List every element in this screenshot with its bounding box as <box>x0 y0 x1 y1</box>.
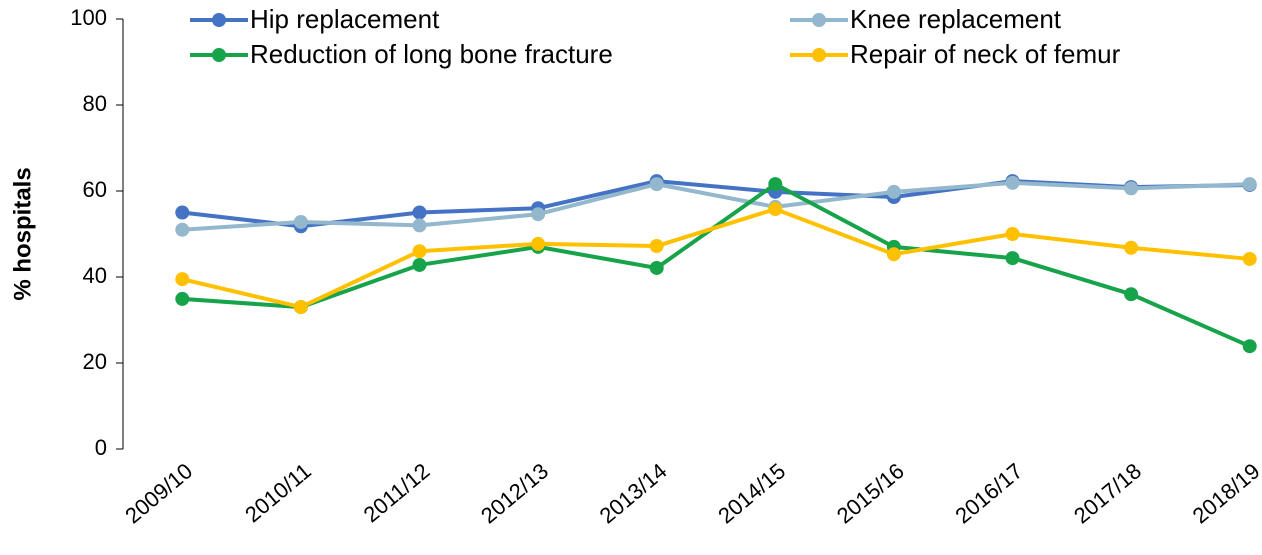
point <box>768 202 783 217</box>
y-tick-label: 40 <box>83 263 107 288</box>
series-line <box>182 182 1251 349</box>
point <box>412 205 427 220</box>
legend-label: Reduction of long bone fracture <box>250 39 613 69</box>
y-tick-label: 0 <box>95 435 107 460</box>
point <box>175 291 190 306</box>
legend-marker <box>812 48 826 62</box>
legend-marker <box>812 13 826 27</box>
x-tick-label: 2013/14 <box>595 458 672 528</box>
point <box>1242 251 1257 266</box>
point <box>531 236 546 251</box>
point <box>1124 181 1139 196</box>
y-tick-label: 80 <box>83 91 107 116</box>
point <box>1005 175 1020 190</box>
legend-label: Repair of neck of femur <box>850 39 1121 69</box>
point <box>412 257 427 272</box>
x-tick-label: 2009/10 <box>120 458 197 528</box>
point <box>649 260 664 275</box>
point <box>531 207 546 222</box>
point <box>768 177 783 192</box>
x-tick-label: 2016/17 <box>950 458 1027 528</box>
y-tick-label: 60 <box>83 177 107 202</box>
point <box>175 222 190 237</box>
legend-marker <box>212 48 226 62</box>
x-tick-label: 2015/16 <box>832 458 909 528</box>
point <box>175 272 190 287</box>
point <box>293 214 308 229</box>
y-axis-title: % hospitals <box>9 167 36 300</box>
point <box>649 239 664 254</box>
x-tick-label: 2017/18 <box>1069 458 1146 528</box>
series-line <box>182 180 1250 232</box>
point <box>886 184 901 199</box>
y-tick-label: 100 <box>70 5 107 30</box>
point <box>293 300 308 315</box>
series-line <box>181 207 1250 310</box>
point <box>886 247 901 262</box>
point <box>1242 339 1257 354</box>
point <box>1005 251 1020 266</box>
x-tick-label: 2011/12 <box>359 458 435 527</box>
point <box>1005 227 1020 241</box>
x-tick-label: 2010/11 <box>240 458 316 527</box>
x-tick-label: 2018/19 <box>1188 458 1262 528</box>
point <box>649 177 664 192</box>
x-tick-label: 2012/13 <box>476 458 553 528</box>
point <box>175 205 190 220</box>
legend-label: Hip replacement <box>250 4 440 34</box>
point <box>1124 287 1139 302</box>
legend-label: Knee replacement <box>850 4 1062 34</box>
point <box>412 244 427 259</box>
x-tick-label: 2014/15 <box>713 458 790 528</box>
y-tick-label: 20 <box>83 349 107 374</box>
legend-marker <box>212 13 226 27</box>
point <box>412 218 427 233</box>
point <box>1242 177 1257 192</box>
point <box>1124 240 1139 255</box>
